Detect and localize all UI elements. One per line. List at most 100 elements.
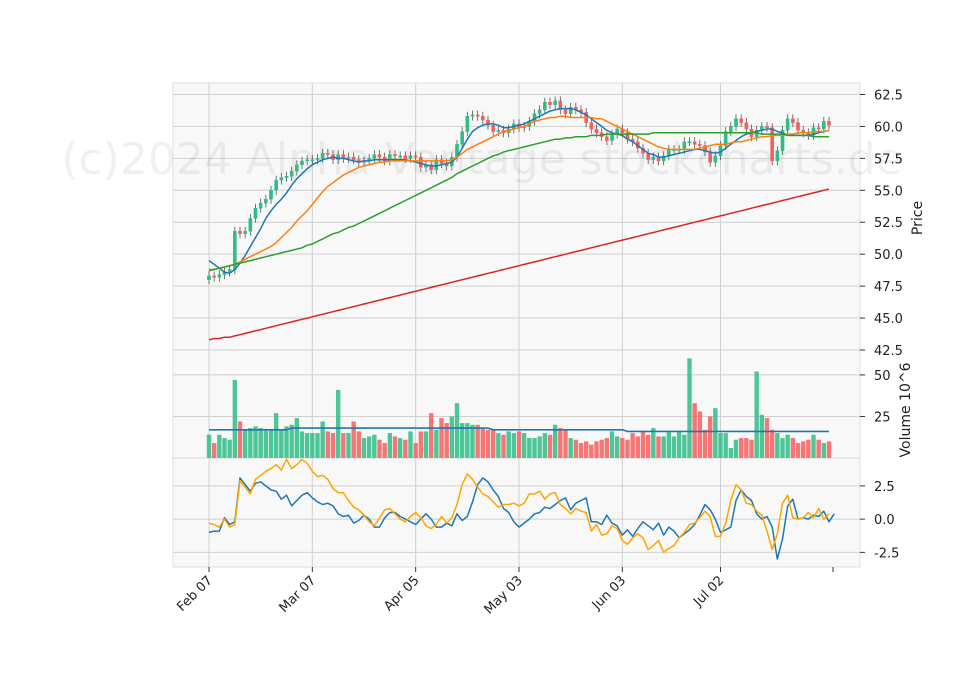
oscillator-axes	[172, 457, 861, 568]
price-tick-label: 52.5	[874, 216, 903, 231]
volume-bar	[754, 371, 759, 458]
volume-bar	[465, 423, 470, 458]
volume-bar	[206, 434, 212, 458]
volume-bar	[289, 424, 294, 458]
oscillator-line-1	[208, 477, 835, 560]
x-tick-label: Mar 07	[277, 573, 320, 616]
candle-body	[289, 170, 294, 177]
volume-bar	[599, 439, 604, 458]
candle-body	[300, 160, 304, 165]
price-tick-label: 55.0	[874, 184, 903, 199]
candle-body	[739, 118, 743, 123]
volume-bar	[558, 428, 563, 458]
volume-bar	[428, 413, 434, 458]
volume-bar	[532, 438, 537, 458]
volume-bar	[625, 439, 630, 458]
candle-body	[770, 127, 774, 162]
candle-body	[465, 116, 470, 132]
volume-bar	[816, 439, 821, 458]
volume-bar	[630, 433, 635, 458]
volume-bar	[573, 439, 579, 458]
price-tick-label: 62.5	[874, 88, 903, 103]
volume-bar	[217, 434, 222, 458]
volume-bar	[341, 433, 346, 458]
candle-body	[687, 141, 692, 144]
volume-bar	[304, 433, 310, 458]
candle-body	[326, 153, 330, 155]
volume-bar	[506, 431, 511, 458]
candle-body	[269, 190, 273, 200]
candle-body	[822, 121, 826, 130]
candle-body	[496, 130, 501, 132]
candle-body	[594, 128, 599, 134]
candle-body	[470, 114, 475, 117]
x-tick-label: Jun 03	[589, 573, 629, 613]
candle-body	[253, 207, 258, 219]
candle-body	[713, 155, 718, 163]
oscillator-tick-label: 0.0	[874, 513, 895, 528]
candle-body	[346, 156, 351, 159]
volume-bar	[413, 443, 418, 458]
volume-bar	[511, 433, 517, 458]
volume-bar	[583, 441, 589, 458]
volume-bar	[294, 418, 300, 458]
volume-bar	[656, 436, 661, 458]
candle-body	[419, 156, 423, 168]
candle-body	[692, 141, 697, 145]
volume-bar	[738, 438, 744, 458]
price-tick-label: 50.0	[874, 248, 903, 263]
volume-bar	[392, 436, 398, 458]
candle-body	[429, 164, 433, 171]
volume-bar	[527, 438, 532, 458]
candle-body	[207, 275, 211, 280]
candle-body	[475, 114, 480, 117]
volume-bar	[718, 433, 723, 458]
candle-body	[284, 176, 289, 178]
candle-body	[734, 118, 738, 127]
candle-body	[816, 127, 821, 130]
volume-bar	[501, 434, 506, 458]
volume-bar	[351, 421, 356, 458]
candle-body	[661, 155, 666, 162]
volume-bar	[366, 436, 372, 458]
volume-bar	[780, 438, 785, 458]
candle-body	[238, 230, 242, 234]
volume-bar	[356, 431, 362, 458]
candle-body	[320, 153, 325, 159]
candle-body	[408, 155, 413, 159]
volume-bar	[713, 408, 718, 458]
volume-bar	[299, 431, 305, 458]
volume-bar	[222, 438, 227, 458]
volume-bar	[594, 441, 599, 458]
volume-bar	[273, 413, 279, 458]
volume-bar	[728, 448, 734, 458]
candle-body	[434, 159, 439, 171]
candle-body	[264, 199, 268, 204]
volume-bar	[521, 433, 527, 458]
volume-bar	[496, 433, 501, 458]
volume-bar	[806, 439, 811, 458]
candle-body	[279, 177, 284, 181]
volume-panel	[206, 358, 832, 458]
volume-bar	[330, 433, 336, 458]
candle-body	[351, 156, 356, 160]
price-tick-label: 45.0	[874, 312, 903, 327]
candle-body	[610, 133, 614, 141]
ma-mid-line	[209, 115, 830, 271]
candle-body	[274, 179, 278, 191]
volume-bar	[707, 416, 713, 458]
volume-bar	[258, 428, 263, 458]
volume-bar	[744, 438, 749, 458]
candle-body	[785, 118, 790, 131]
price-tick-label: 47.5	[874, 280, 903, 295]
volume-bar	[227, 439, 232, 458]
volume-bar	[361, 438, 367, 458]
volume-bar	[387, 433, 393, 458]
volume-bar	[723, 433, 728, 458]
volume-bar	[310, 433, 315, 458]
volume-bar	[268, 429, 274, 458]
candle-body	[589, 122, 594, 130]
volume-bar	[769, 429, 775, 458]
volume-bar	[325, 431, 331, 458]
candle-body	[796, 122, 800, 131]
